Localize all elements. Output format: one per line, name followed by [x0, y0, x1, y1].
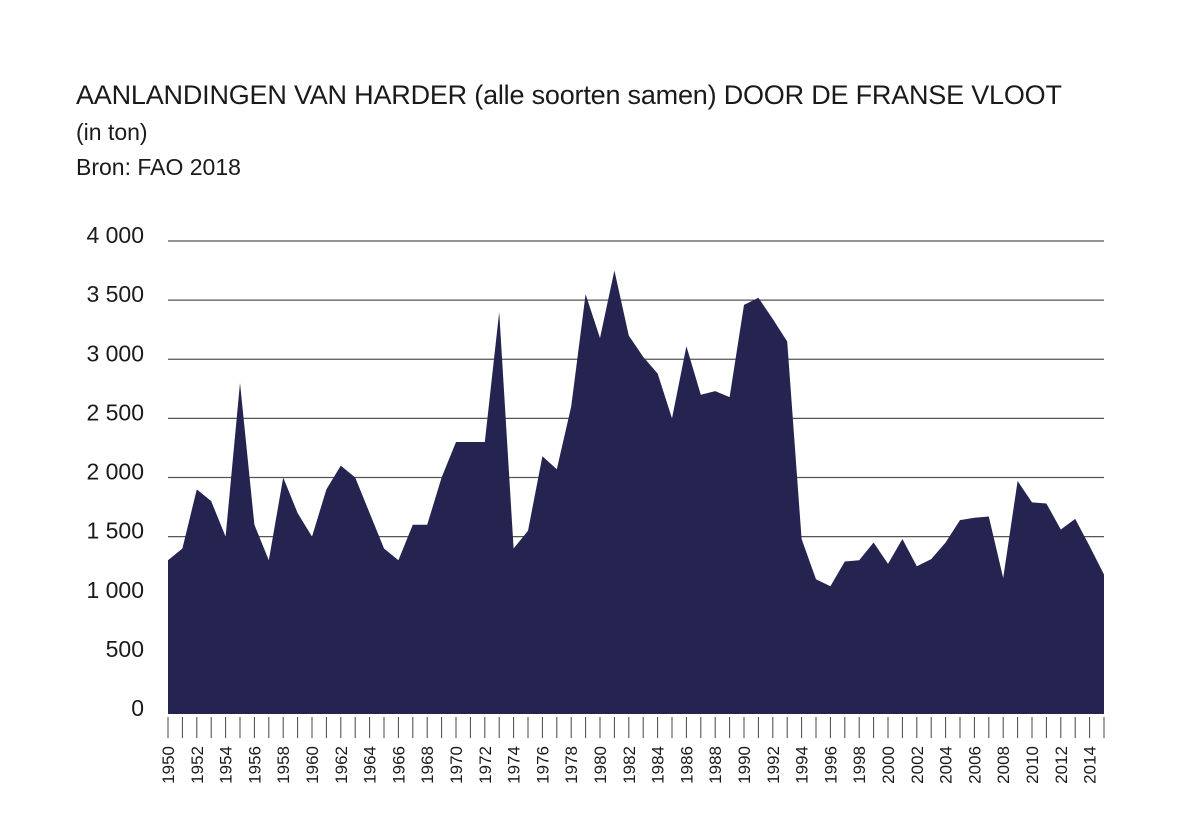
- x-tick-label: 1994: [793, 746, 812, 784]
- x-tick-label: 1952: [188, 746, 207, 784]
- x-tick-label: 1958: [274, 746, 293, 784]
- x-axis-ticks: 1950 1952 1954 1956 1958 1960 1962 1964 1966 1968…: [159, 717, 1105, 784]
- x-tick-label: 1998: [850, 746, 869, 784]
- x-tick-label: 1956: [245, 746, 264, 784]
- chart-title: AANLANDINGEN VAN HARDER (alle soorten sa…: [76, 80, 1062, 110]
- x-tick-label: 1974: [505, 746, 524, 784]
- y-axis-ticks: 0 500 1 000 1 500 2 000 2 500 3 000 3 500 4 000: [86, 222, 144, 721]
- x-tick-label: 1962: [332, 746, 351, 784]
- x-tick-label: 2012: [1052, 746, 1071, 784]
- x-tick-label: 1954: [217, 746, 236, 784]
- chart-source: Bron: FAO 2018: [76, 154, 241, 180]
- x-tick-label: 1950: [159, 746, 178, 784]
- y-tick-label: 500: [106, 636, 144, 662]
- y-tick-label: 2 500: [86, 399, 144, 425]
- x-tick-label: 2002: [908, 746, 927, 784]
- x-tick-label: 2006: [965, 746, 984, 784]
- x-tick-label: 1984: [649, 746, 668, 784]
- y-tick-label: 2 000: [86, 459, 144, 485]
- x-tick-label: 1978: [562, 746, 581, 784]
- x-tick-label: 1968: [418, 746, 437, 784]
- x-tick-label: 1988: [706, 746, 725, 784]
- x-tick-label: 1964: [361, 746, 380, 784]
- y-tick-label: 1 000: [86, 577, 144, 603]
- x-tick-label: 1966: [389, 746, 408, 784]
- x-tick-label: 1970: [447, 746, 466, 784]
- x-tick-label: 1992: [764, 746, 783, 784]
- y-tick-label: 0: [131, 695, 144, 721]
- x-tick-label: 2008: [994, 746, 1013, 784]
- landings-area: [168, 270, 1104, 714]
- x-tick-label: 1996: [821, 746, 840, 784]
- x-tick-label: 1976: [533, 746, 552, 784]
- x-tick-label: 2010: [1023, 746, 1042, 784]
- y-tick-label: 4 000: [86, 222, 144, 248]
- y-tick-label: 1 500: [86, 518, 144, 544]
- x-tick-label: 1982: [620, 746, 639, 784]
- y-tick-label: 3 500: [86, 281, 144, 307]
- y-tick-label: 3 000: [86, 340, 144, 366]
- x-tick-label: 1986: [677, 746, 696, 784]
- x-tick-label: 1980: [591, 746, 610, 784]
- x-tick-label: 1972: [476, 746, 495, 784]
- chart-subtitle: (in ton): [76, 119, 148, 145]
- x-tick-label: 2004: [937, 746, 956, 784]
- x-tick-label: 2000: [879, 746, 898, 784]
- x-tick-label: 2014: [1081, 746, 1100, 784]
- x-tick-label: 1960: [303, 746, 322, 784]
- x-tick-label: 1990: [735, 746, 754, 784]
